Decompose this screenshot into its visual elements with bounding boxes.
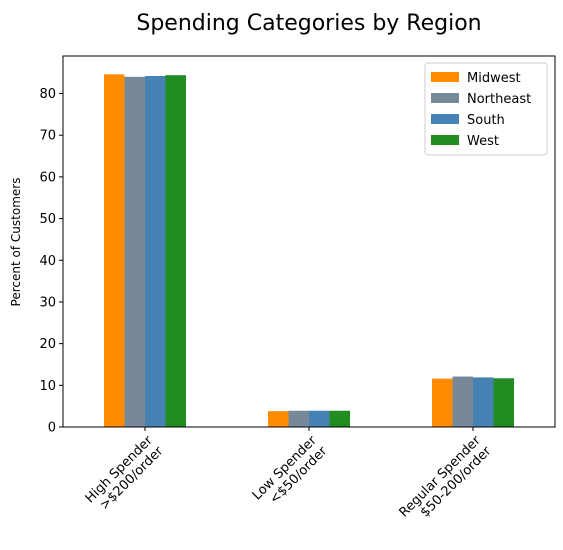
y-axis-ticks: 0 10 20 30 40 50 60 70 80 — [39, 87, 63, 436]
bar-midwest-low-spender — [268, 411, 289, 427]
legend-swatch-south — [431, 114, 459, 124]
y-tick-label: 80 — [39, 87, 56, 102]
legend-swatch-west — [431, 135, 459, 145]
y-tick-label: 70 — [39, 129, 56, 144]
y-tick-label: 40 — [39, 254, 56, 269]
legend-swatch-northeast — [431, 93, 459, 103]
y-tick-label: 0 — [48, 421, 56, 436]
legend: Midwest Northeast South West — [424, 62, 548, 156]
bar-west-low-spender — [329, 410, 350, 427]
legend-label-west: West — [467, 134, 499, 149]
plot-frame — [62, 55, 556, 428]
bar-west-regular-spender — [493, 378, 514, 427]
legend-box — [424, 62, 548, 156]
y-tick-label: 50 — [39, 212, 56, 227]
chart-title: Spending Categories by Region — [136, 11, 481, 36]
bar-northeast-low-spender — [288, 410, 309, 427]
bar-south-low-spender — [309, 410, 330, 427]
bar-northeast-high-spender — [124, 76, 145, 427]
bar-midwest-high-spender — [104, 74, 125, 427]
bar-south-high-spender — [145, 76, 166, 427]
bar-midwest-regular-spender — [432, 378, 453, 427]
bar-northeast-regular-spender — [452, 376, 473, 427]
legend-label-south: South — [467, 113, 505, 128]
y-tick-label: 60 — [39, 170, 56, 185]
bar-west-high-spender — [165, 75, 186, 428]
y-tick-label: 10 — [39, 379, 56, 394]
legend-label-northeast: Northeast — [467, 92, 531, 107]
y-tick-label: 20 — [39, 337, 56, 352]
y-tick-label: 30 — [39, 295, 56, 310]
bar-south-regular-spender — [473, 377, 494, 427]
legend-label-midwest: Midwest — [467, 71, 521, 86]
bars-group — [104, 74, 514, 428]
y-axis-label: Percent of Customers — [9, 178, 23, 307]
legend-swatch-midwest — [431, 72, 459, 82]
